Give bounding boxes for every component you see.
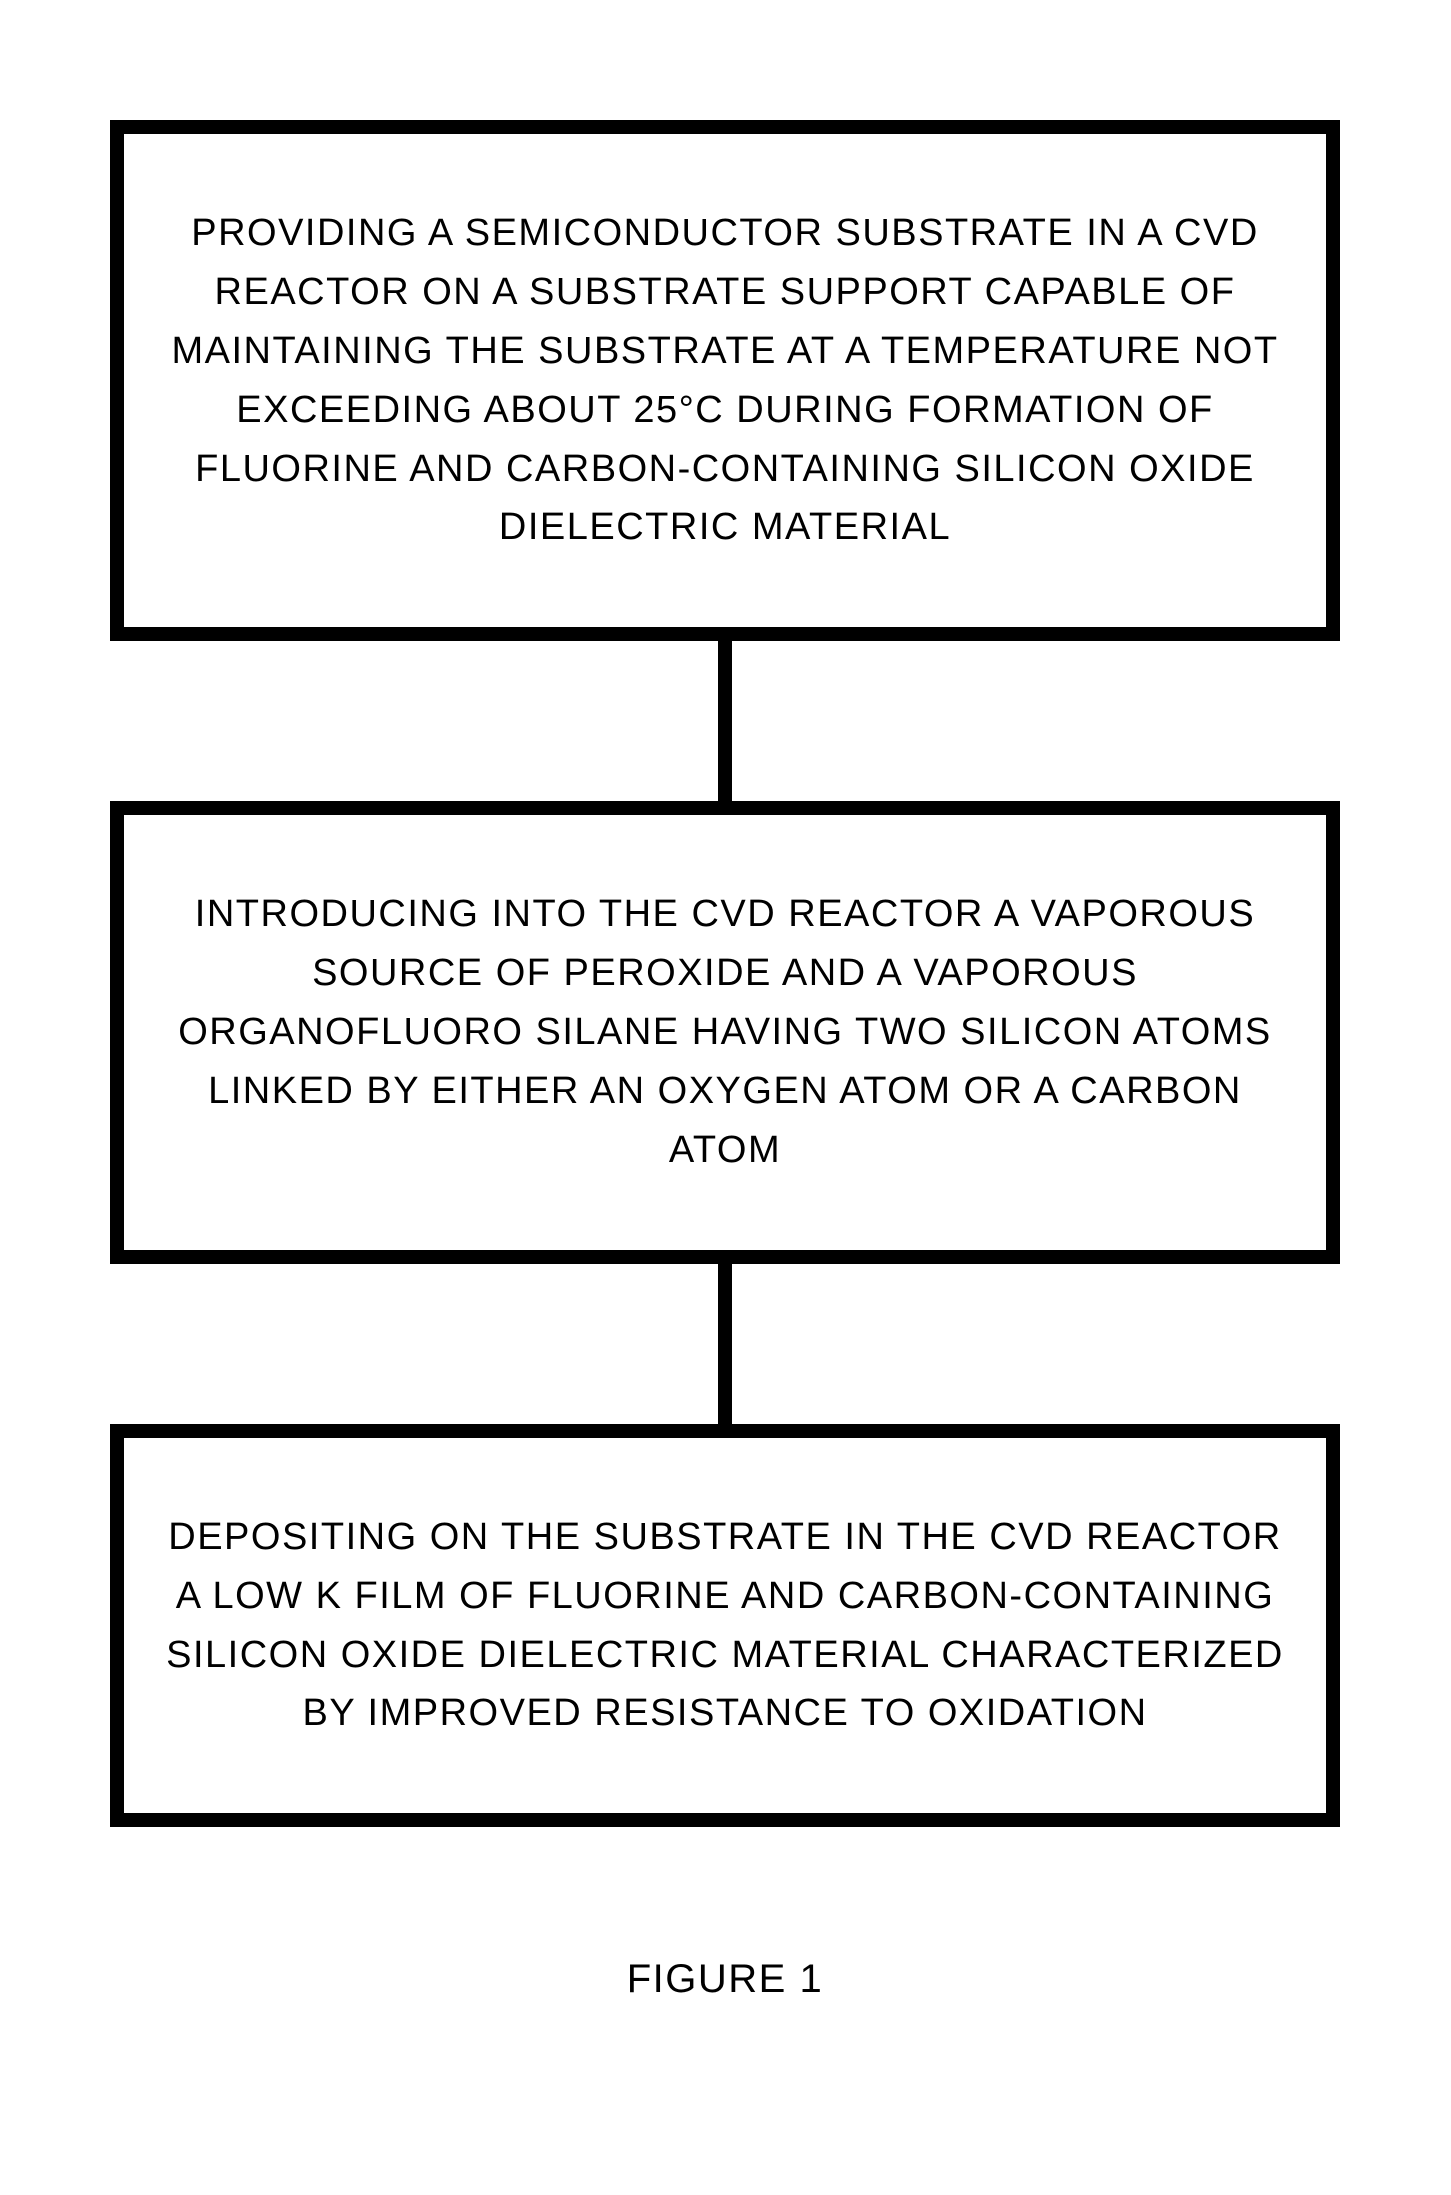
flowchart-step-3: DEPOSITING ON THE SUBSTRATE IN THE CVD R…: [110, 1424, 1340, 1828]
figure-label: FIGURE 1: [110, 1957, 1340, 2002]
connector-1-2: [718, 641, 732, 801]
flowchart-step-2: INTRODUCING INTO THE CVD REACTOR A VAPOR…: [110, 801, 1340, 1263]
step-1-text: PROVIDING A SEMICONDUCTOR SUBSTRATE IN A…: [164, 204, 1286, 557]
connector-2-3: [718, 1264, 732, 1424]
step-2-text: INTRODUCING INTO THE CVD REACTOR A VAPOR…: [164, 885, 1286, 1179]
flowchart-container: PROVIDING A SEMICONDUCTOR SUBSTRATE IN A…: [110, 120, 1340, 2002]
step-3-text: DEPOSITING ON THE SUBSTRATE IN THE CVD R…: [164, 1508, 1286, 1744]
flowchart-step-1: PROVIDING A SEMICONDUCTOR SUBSTRATE IN A…: [110, 120, 1340, 641]
